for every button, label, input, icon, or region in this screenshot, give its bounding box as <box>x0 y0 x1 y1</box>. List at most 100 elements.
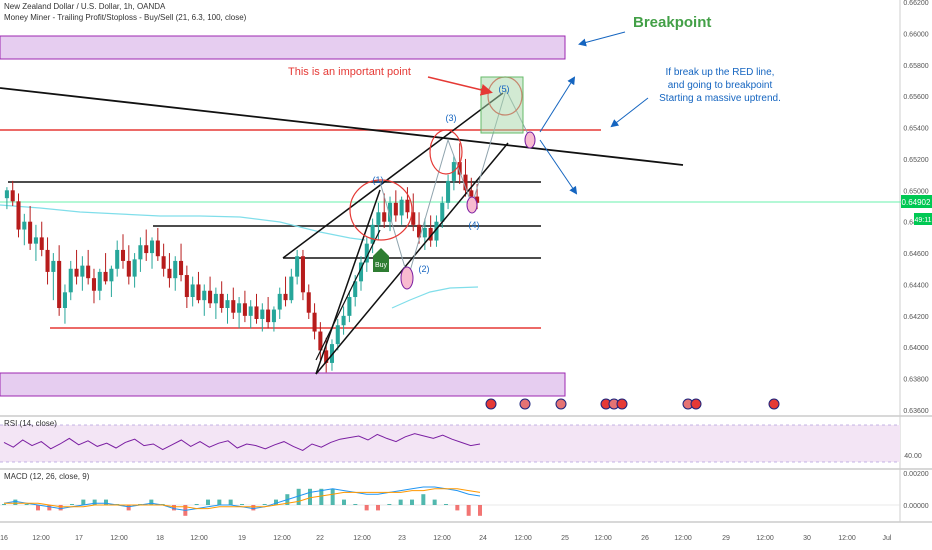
channel-top <box>282 92 504 259</box>
wave2-label: (2) <box>419 264 430 274</box>
candle <box>393 190 398 222</box>
time-tick-label: 29 <box>722 535 730 542</box>
candle <box>266 297 271 329</box>
candle <box>219 281 224 313</box>
macd-histogram <box>2 488 482 516</box>
candle <box>115 240 120 277</box>
macd-bar <box>2 504 6 505</box>
macd-bar <box>104 499 108 505</box>
candle <box>231 287 236 319</box>
candle <box>184 265 189 308</box>
candle <box>446 174 451 210</box>
price-pane[interactable] <box>0 0 900 416</box>
macd-bar <box>319 488 324 505</box>
macd-bar <box>376 505 380 511</box>
candle <box>254 293 259 324</box>
candle <box>149 237 155 269</box>
time-tick-label: 12:00 <box>674 535 692 542</box>
wave1-circle <box>349 179 413 241</box>
channel-bottom <box>315 142 509 375</box>
time-tick-label: 17 <box>75 535 83 542</box>
macd-axis-label-1: 0.00200 <box>903 471 928 478</box>
time-tick-label: 12:00 <box>756 535 774 542</box>
candle <box>242 290 247 323</box>
wedge-line <box>315 189 381 375</box>
rsi-axis-label: 40.00 <box>904 453 922 460</box>
note-line-3: Starting a massive uptrend. <box>659 93 781 104</box>
macd-bar <box>24 504 29 505</box>
candle <box>97 268 102 301</box>
price-tick-label: 0.64600 <box>903 251 928 258</box>
macd-bar <box>228 499 233 505</box>
time-tick-label: 19 <box>238 535 246 542</box>
candle <box>155 227 160 261</box>
macd-bar <box>81 499 86 505</box>
candle <box>109 265 114 298</box>
time-tick-label: 18 <box>156 535 164 542</box>
time-tick-label: 12:00 <box>514 535 532 542</box>
candle <box>190 276 195 307</box>
time-tick-label: 12:00 <box>32 535 50 542</box>
candle <box>347 290 352 323</box>
candle <box>312 303 317 340</box>
candle <box>225 293 230 324</box>
price-tick-label: 0.64200 <box>903 314 928 321</box>
candle <box>57 245 62 316</box>
candle <box>289 268 294 304</box>
macd-bar <box>353 504 358 505</box>
time-tag-value: 49:11 <box>915 217 932 224</box>
candle <box>370 218 375 254</box>
candle <box>213 287 218 319</box>
macd-bar <box>364 505 369 511</box>
price-tick-label: 0.65800 <box>903 63 928 70</box>
candle <box>295 249 300 285</box>
candle <box>271 306 276 332</box>
wave4-label: (4) <box>469 220 480 230</box>
note-arrow <box>610 97 649 128</box>
candle <box>196 271 201 304</box>
candle <box>173 256 178 291</box>
macd-bar <box>47 505 52 511</box>
wave2-marker <box>400 266 414 290</box>
breakpoint-arrow <box>578 31 626 47</box>
candle <box>126 245 131 285</box>
candle <box>248 300 253 329</box>
candle <box>237 297 242 329</box>
macd-bar <box>58 505 63 511</box>
candle <box>39 221 44 257</box>
time-tick-label: 23 <box>398 535 406 542</box>
price-tick-label: 0.64400 <box>903 282 928 289</box>
candle <box>463 158 468 197</box>
time-axis[interactable]: 16 12:00 17 12:00 18 12:00 19 12:00 22 12:00 23 12:… <box>0 535 892 542</box>
macd-bar <box>217 499 222 505</box>
macd-bar <box>432 499 437 505</box>
time-tick-label: 16 <box>0 535 8 542</box>
candle <box>428 215 433 247</box>
candle <box>91 268 97 304</box>
candle <box>45 237 50 285</box>
time-tick-label: 12:00 <box>838 535 856 542</box>
time-tick-label: 26 <box>641 535 649 542</box>
macd-bar <box>126 505 131 511</box>
support-zone <box>0 372 566 397</box>
event-icons[interactable] <box>485 398 780 410</box>
price-tick-label: 0.66200 <box>903 0 928 7</box>
macd-bar <box>92 499 97 505</box>
macd-bar <box>387 504 392 505</box>
wave1-label: (1) <box>373 175 384 185</box>
macd-title: MACD (12, 26, close, 9) <box>4 472 90 481</box>
candle <box>306 284 311 319</box>
time-tag <box>914 213 932 225</box>
candle <box>405 187 410 219</box>
note-line-2: and going to breakpoint <box>667 80 773 91</box>
uptrend-note: If break up the RED line, and going to b… <box>645 66 795 105</box>
candle <box>382 193 387 228</box>
candle <box>434 215 439 247</box>
price-tick-label: 0.65400 <box>903 126 928 133</box>
price-tick-label: 0.63800 <box>903 377 928 384</box>
current-price-value: 0.64902 <box>902 198 931 207</box>
wave4-marker <box>466 196 478 214</box>
candle <box>103 253 108 285</box>
macd-bar <box>410 499 414 505</box>
